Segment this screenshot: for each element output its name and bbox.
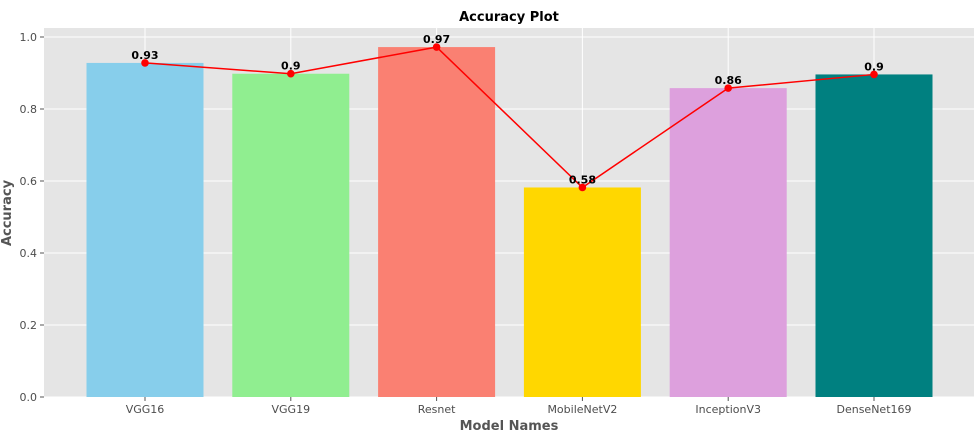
- data-label: 0.9: [864, 60, 884, 73]
- data-label: 0.58: [569, 173, 596, 186]
- y-tick-label: 0.4: [20, 247, 38, 260]
- bar-vgg16: [86, 62, 204, 398]
- data-label: 0.86: [715, 74, 742, 87]
- x-tick-label: InceptionV3: [695, 403, 761, 416]
- x-tick-label: VGG16: [126, 403, 165, 416]
- accuracy-point: [432, 43, 441, 51]
- x-tick-label: VGG19: [272, 403, 311, 416]
- x-tick-label: Resnet: [418, 403, 456, 416]
- data-label: 0.93: [131, 49, 158, 62]
- y-tick-label: 0.0: [20, 391, 38, 404]
- bar-vgg19: [232, 73, 350, 397]
- axis-ticks: 0.0 0.2 0.4 0.6 0.8 1.0 VGG16 VGG19 Resnet Mobile…: [20, 31, 912, 416]
- accuracy-line-path: [144, 46, 875, 189]
- data-label: 0.97: [423, 33, 450, 46]
- x-axis-label: Model Names: [460, 419, 559, 434]
- y-tick-label: 0.2: [20, 319, 38, 332]
- y-tick-label: 1.0: [20, 31, 38, 44]
- bars: [86, 47, 933, 398]
- accuracy-point: [578, 183, 587, 192]
- data-label: 0.9: [281, 60, 301, 73]
- bar-densenet169: [815, 74, 933, 397]
- x-tick-label: DenseNet169: [836, 403, 911, 416]
- accuracy-point: [141, 59, 149, 67]
- y-tick-label: 0.8: [20, 103, 38, 116]
- chart-title: Accuracy Plot: [459, 10, 559, 25]
- y-axis-label: Accuracy: [0, 179, 15, 246]
- y-tick-label: 0.6: [20, 175, 38, 188]
- accuracy-point: [870, 70, 878, 79]
- bar-inceptionv3: [669, 88, 787, 398]
- bar-resnet: [378, 47, 496, 398]
- data-labels: 0.93 0.9 0.97 0.58 0.86 0.9: [131, 33, 883, 186]
- bar-mobilenetv2: [523, 187, 641, 397]
- accuracy-line: [141, 43, 878, 192]
- accuracy-point: [724, 84, 732, 92]
- accuracy-point: [287, 69, 295, 78]
- x-tick-label: MobileNetV2: [547, 403, 617, 416]
